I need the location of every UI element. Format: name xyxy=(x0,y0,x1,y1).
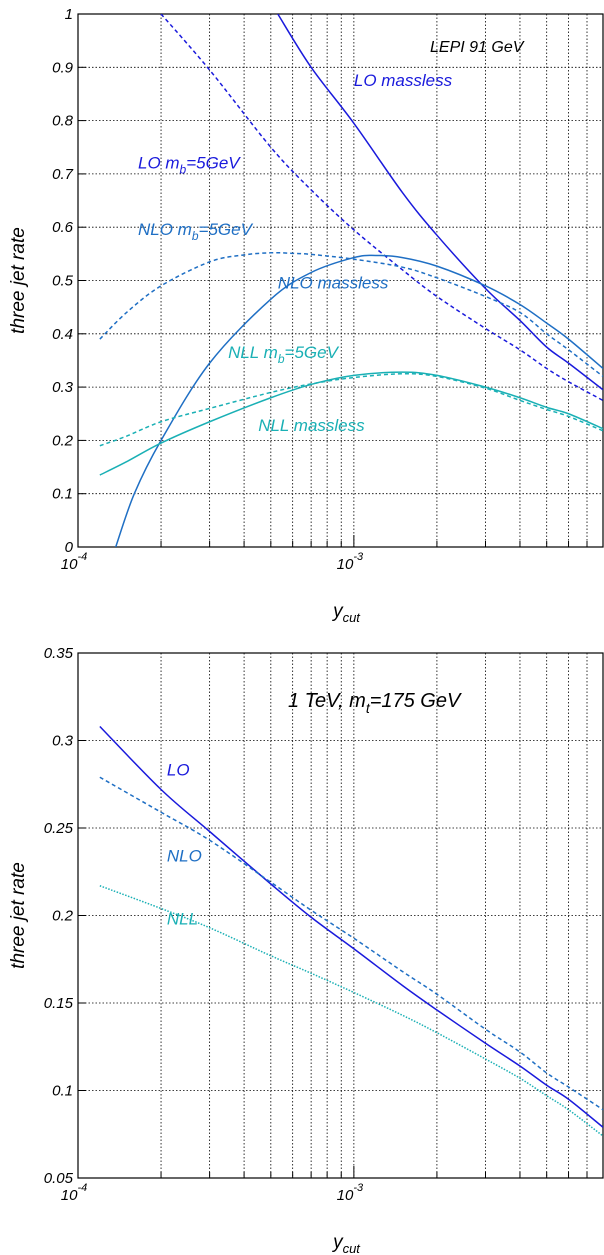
series-annotation: NLO xyxy=(167,846,202,865)
x-tick-label: 10-4 xyxy=(61,551,87,573)
series-annotation: NLL massless xyxy=(258,416,365,435)
x-tick-label: 10-3 xyxy=(337,551,364,573)
series-line-6 xyxy=(99,372,603,447)
series-line-1 xyxy=(99,725,603,1128)
y-axis-label: three jet rate xyxy=(8,227,29,334)
y-tick-label: 0 xyxy=(65,539,74,556)
series-line-2 xyxy=(160,14,603,402)
y-axis-label: three jet rate xyxy=(8,862,29,969)
y-tick-label: 0.7 xyxy=(52,166,74,183)
y-tick-label: 1 xyxy=(65,6,73,23)
series-line-3 xyxy=(99,885,603,1137)
chart-top: 0 0.1 0.2 0.3 0.4 0.5 0.6 0.7 0.8 0.9 1 10-4 10-3 ycu… xyxy=(8,6,604,625)
series-annotation: NLO massless xyxy=(278,273,389,292)
y-tick-label: 0.05 xyxy=(44,1170,74,1187)
y-tick-label: 0.6 xyxy=(52,219,74,236)
chart-title: LEPI 91 GeV xyxy=(430,39,525,56)
y-tick-label: 0.1 xyxy=(52,486,73,503)
series-group xyxy=(99,14,603,547)
series-annotation: NLO mb=5GeV xyxy=(138,220,254,243)
series-line-1 xyxy=(277,14,603,391)
y-tick-label: 0.5 xyxy=(52,273,74,290)
series-annotation: LO xyxy=(167,761,190,780)
y-tick-label: 0.3 xyxy=(52,379,74,396)
x-tick-label: 10-4 xyxy=(61,1182,87,1204)
y-tick-label: 0.35 xyxy=(44,645,74,662)
series-line-2 xyxy=(99,776,603,1111)
y-tick-label: 0.4 xyxy=(52,326,73,343)
series-group xyxy=(99,725,603,1137)
x-axis-label: ycut xyxy=(331,1232,361,1255)
y-tick-label: 0.2 xyxy=(52,908,74,925)
chart-title: 1 TeV, mt=175 GeV xyxy=(288,690,462,716)
y-tick-label: 0.8 xyxy=(52,113,74,130)
y-tick-label: 0.15 xyxy=(44,995,74,1012)
grid xyxy=(78,653,603,1178)
series-annotation: LO massless xyxy=(354,71,453,90)
series-line-5 xyxy=(99,371,603,476)
y-tick-label: 0.2 xyxy=(52,432,74,449)
series-annotation: NLL mb=5GeV xyxy=(228,343,340,366)
y-tick-label: 0.9 xyxy=(52,59,74,76)
x-axis-label: ycut xyxy=(331,601,361,625)
y-tick-label: 0.1 xyxy=(52,1083,73,1100)
y-tick-label: 0.25 xyxy=(44,820,74,837)
chart-bottom: 0.05 0.1 0.15 0.2 0.25 0.3 0.35 10-4 10-3 ycut thr… xyxy=(8,645,604,1255)
x-tick-label: 10-3 xyxy=(337,1182,364,1204)
series-annotation: LO mb=5GeV xyxy=(138,154,241,177)
y-tick-label: 0.3 xyxy=(52,733,74,750)
series-line-4 xyxy=(99,251,603,378)
series-annotation: NLL xyxy=(167,909,198,928)
